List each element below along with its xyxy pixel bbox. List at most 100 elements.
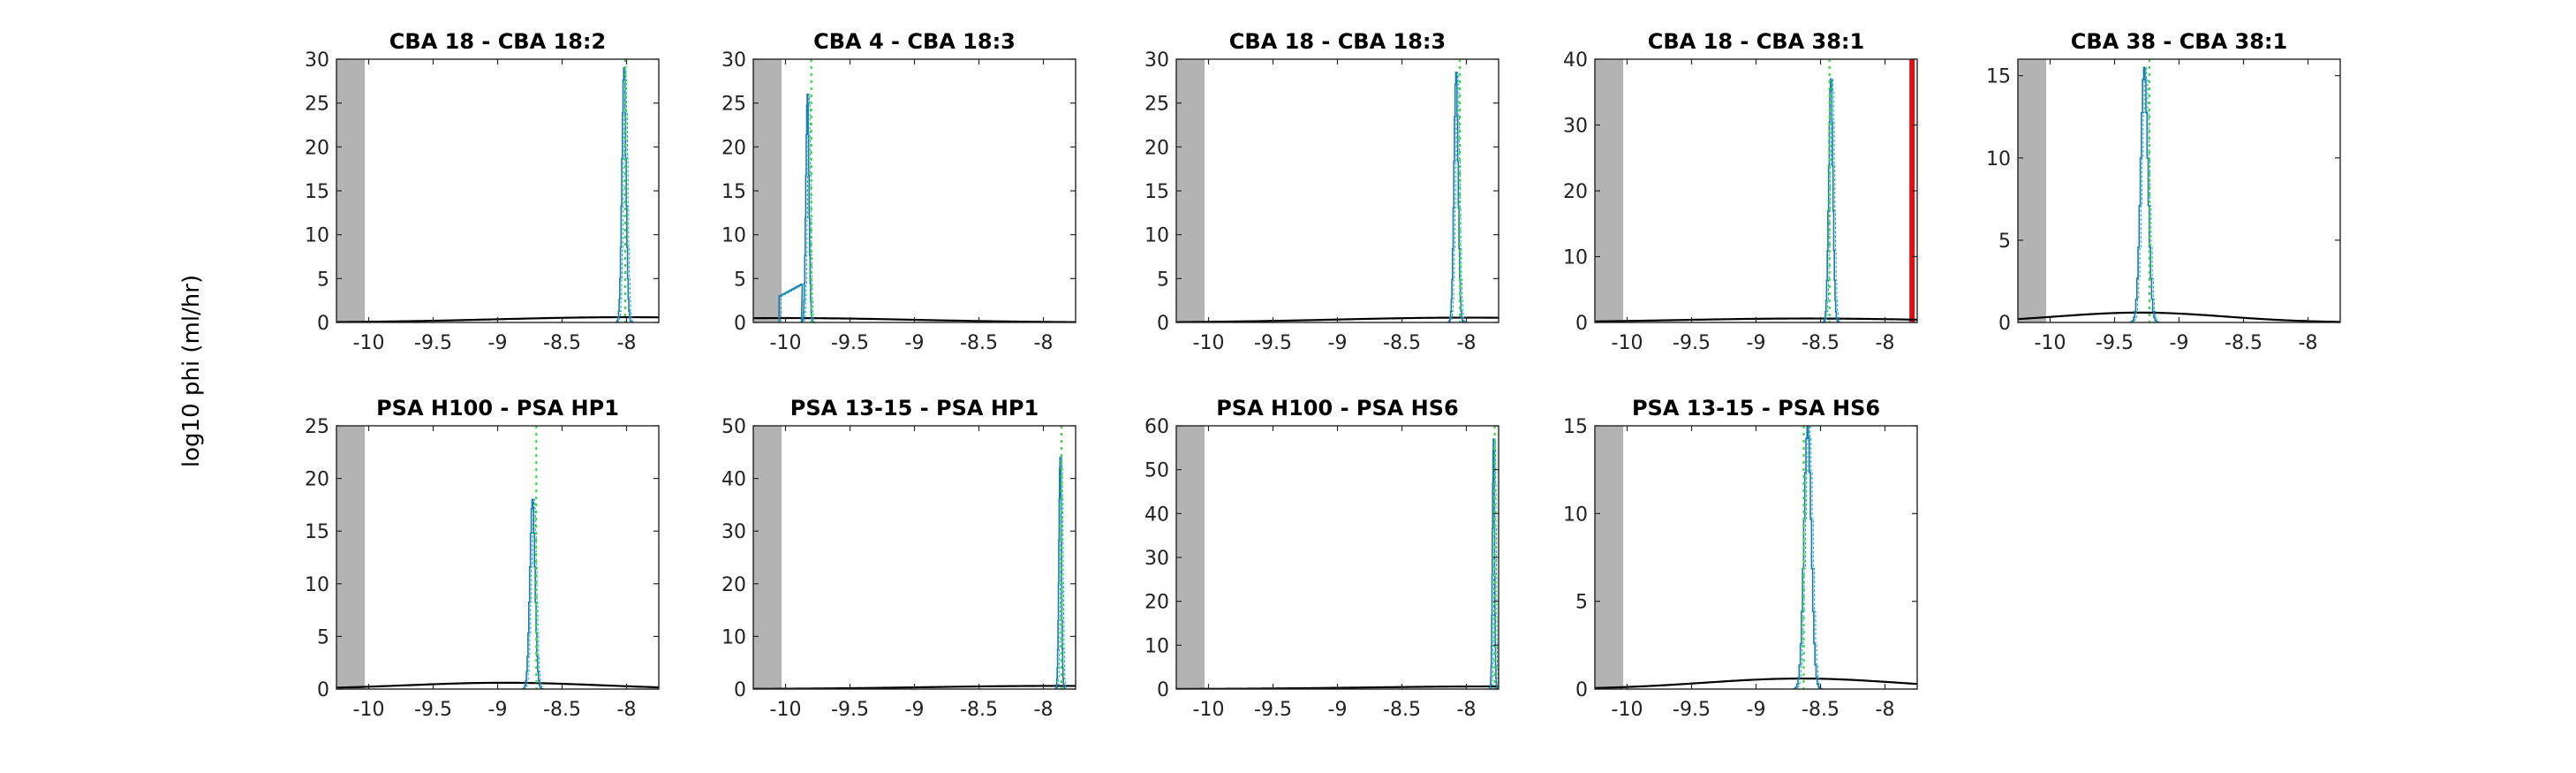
x-tick-label: -8 xyxy=(2299,332,2318,354)
y-tick-label: 15 xyxy=(721,181,746,203)
y-tick-label: 20 xyxy=(305,137,329,159)
y-tick-label: 25 xyxy=(305,94,329,116)
panel-title: PSA 13-15 - PSA HP1 xyxy=(790,396,1039,421)
chart-panel: PSA 13-15 - PSA HP1 -10 -9.5 -9 -8.5 -8 0 10 20 3… xyxy=(721,396,1076,721)
x-tick-label: -9.5 xyxy=(831,332,869,354)
panel-title: CBA 18 - CBA 18:2 xyxy=(389,29,606,54)
x-tick-label: -8.5 xyxy=(1383,332,1421,354)
plot-content xyxy=(2018,59,2340,322)
posterior-histogram xyxy=(1488,438,1499,689)
prior-curve xyxy=(336,681,659,689)
x-tick-label: -10 xyxy=(353,699,385,721)
x-tick-label: -9 xyxy=(1747,332,1766,354)
x-tick-label: -10 xyxy=(1612,699,1643,721)
plot-area xyxy=(753,426,1076,689)
posterior-histogram xyxy=(521,498,544,689)
x-tick-label: -8 xyxy=(1876,332,1895,354)
y-tick-label: 60 xyxy=(1144,416,1169,438)
y-tick-label: 0 xyxy=(734,313,746,335)
x-tick-label: -8.5 xyxy=(2225,332,2262,354)
x-tick-label: -8 xyxy=(1457,332,1477,354)
prior-curve xyxy=(2018,311,2340,322)
x-tick-label: -9.5 xyxy=(414,699,452,721)
panels-grid: CBA 18 - CBA 18:2 -10 -9.5 -9 -8.5 -8 0 5 10 15 20… xyxy=(305,29,2341,721)
posterior-histogram-alt xyxy=(1491,438,1499,689)
x-tick-label: -8 xyxy=(617,332,637,354)
plot-area xyxy=(1176,59,1499,322)
y-tick-label: 10 xyxy=(1144,225,1169,247)
posterior-histogram-alt xyxy=(1824,78,1841,322)
panel-title: CBA 4 - CBA 18:3 xyxy=(813,29,1016,54)
posterior-histogram xyxy=(1793,426,1823,689)
x-tick-label: -9 xyxy=(488,332,508,354)
y-tick-label: 10 xyxy=(721,626,746,648)
y-tick-label: 5 xyxy=(1575,592,1588,614)
figure-ylabel: log10 phi (ml/hr) xyxy=(178,275,205,467)
x-tick-label: -8.5 xyxy=(960,332,998,354)
x-tick-label: -8 xyxy=(1034,332,1054,354)
panel-title: PSA H100 - PSA HP1 xyxy=(376,396,619,421)
y-tick-label: 0 xyxy=(1575,679,1588,701)
y-tick-label: 20 xyxy=(721,137,746,159)
y-tick-label: 20 xyxy=(721,574,746,596)
x-tick-label: -9.5 xyxy=(1254,332,1292,354)
y-tick-label: 0 xyxy=(1998,313,2011,335)
x-tick-label: -8 xyxy=(1457,699,1477,721)
x-tick-label: -9.5 xyxy=(1254,699,1292,721)
y-tick-label: 10 xyxy=(1563,504,1588,526)
x-tick-label: -10 xyxy=(1612,332,1643,354)
x-tick-label: -10 xyxy=(353,332,385,354)
x-tick-label: -10 xyxy=(2035,332,2066,354)
y-tick-label: 5 xyxy=(1998,231,2011,253)
posterior-histogram-alt xyxy=(524,498,545,689)
x-tick-label: -10 xyxy=(1193,332,1225,354)
y-tick-label: 40 xyxy=(721,469,746,491)
y-tick-label: 5 xyxy=(317,626,329,648)
x-tick-label: -9.5 xyxy=(1673,699,1711,721)
y-tick-label: 0 xyxy=(1157,313,1169,335)
x-tick-label: -8.5 xyxy=(543,332,581,354)
y-tick-label: 25 xyxy=(305,416,329,438)
x-tick-label: -9 xyxy=(1328,699,1348,721)
y-tick-label: 10 xyxy=(1144,635,1169,657)
y-tick-label: 15 xyxy=(1144,181,1169,203)
y-tick-label: 15 xyxy=(305,181,329,203)
chart-panel: PSA H100 - PSA HP1 -10 -9.5 -9 -8.5 -8 0 5 10 15 2… xyxy=(305,396,660,721)
y-tick-label: 15 xyxy=(1563,416,1588,438)
excluded-region xyxy=(336,426,366,689)
y-tick-label: 10 xyxy=(1986,148,2011,171)
y-tick-label: 20 xyxy=(305,469,329,491)
y-tick-label: 50 xyxy=(721,416,746,438)
y-tick-label: 5 xyxy=(317,269,329,291)
y-tick-label: 40 xyxy=(1563,49,1588,72)
excluded-region xyxy=(753,426,782,689)
y-tick-label: 20 xyxy=(1563,181,1588,203)
y-tick-label: 10 xyxy=(721,225,746,247)
x-tick-label: -9 xyxy=(1747,699,1766,721)
x-tick-label: -8.5 xyxy=(543,699,581,721)
posterior-histogram xyxy=(2129,66,2159,322)
x-tick-label: -9 xyxy=(2170,332,2189,354)
y-tick-label: 30 xyxy=(305,49,329,72)
x-tick-label: -8.5 xyxy=(1383,699,1421,721)
y-tick-label: 40 xyxy=(1144,504,1169,526)
y-tick-label: 0 xyxy=(1157,679,1169,701)
panel-title: CBA 38 - CBA 38:1 xyxy=(2071,29,2287,54)
plot-content xyxy=(1595,426,1917,689)
x-tick-label: -8 xyxy=(617,699,637,721)
plot-content xyxy=(336,426,659,689)
posterior-histogram-alt xyxy=(780,94,816,322)
x-tick-label: -8 xyxy=(1034,699,1054,721)
y-tick-label: 0 xyxy=(1575,313,1588,335)
x-tick-label: -8 xyxy=(1876,699,1895,721)
y-tick-label: 30 xyxy=(721,521,746,543)
chart-panel: CBA 4 - CBA 18:3 -10 -9.5 -9 -8.5 -8 0 5 10 15 20 2… xyxy=(721,29,1076,354)
posterior-histogram xyxy=(1054,456,1066,689)
x-tick-label: -10 xyxy=(1193,699,1225,721)
chart-panel: CBA 18 - CBA 18:2 -10 -9.5 -9 -8.5 -8 0 5 10 15 20… xyxy=(305,29,660,354)
posterior-histogram xyxy=(615,67,633,322)
y-tick-label: 25 xyxy=(1144,94,1169,116)
y-tick-label: 5 xyxy=(1157,269,1169,291)
panel-title: PSA 13-15 - PSA HS6 xyxy=(1632,396,1880,421)
plot-area xyxy=(2018,59,2340,322)
